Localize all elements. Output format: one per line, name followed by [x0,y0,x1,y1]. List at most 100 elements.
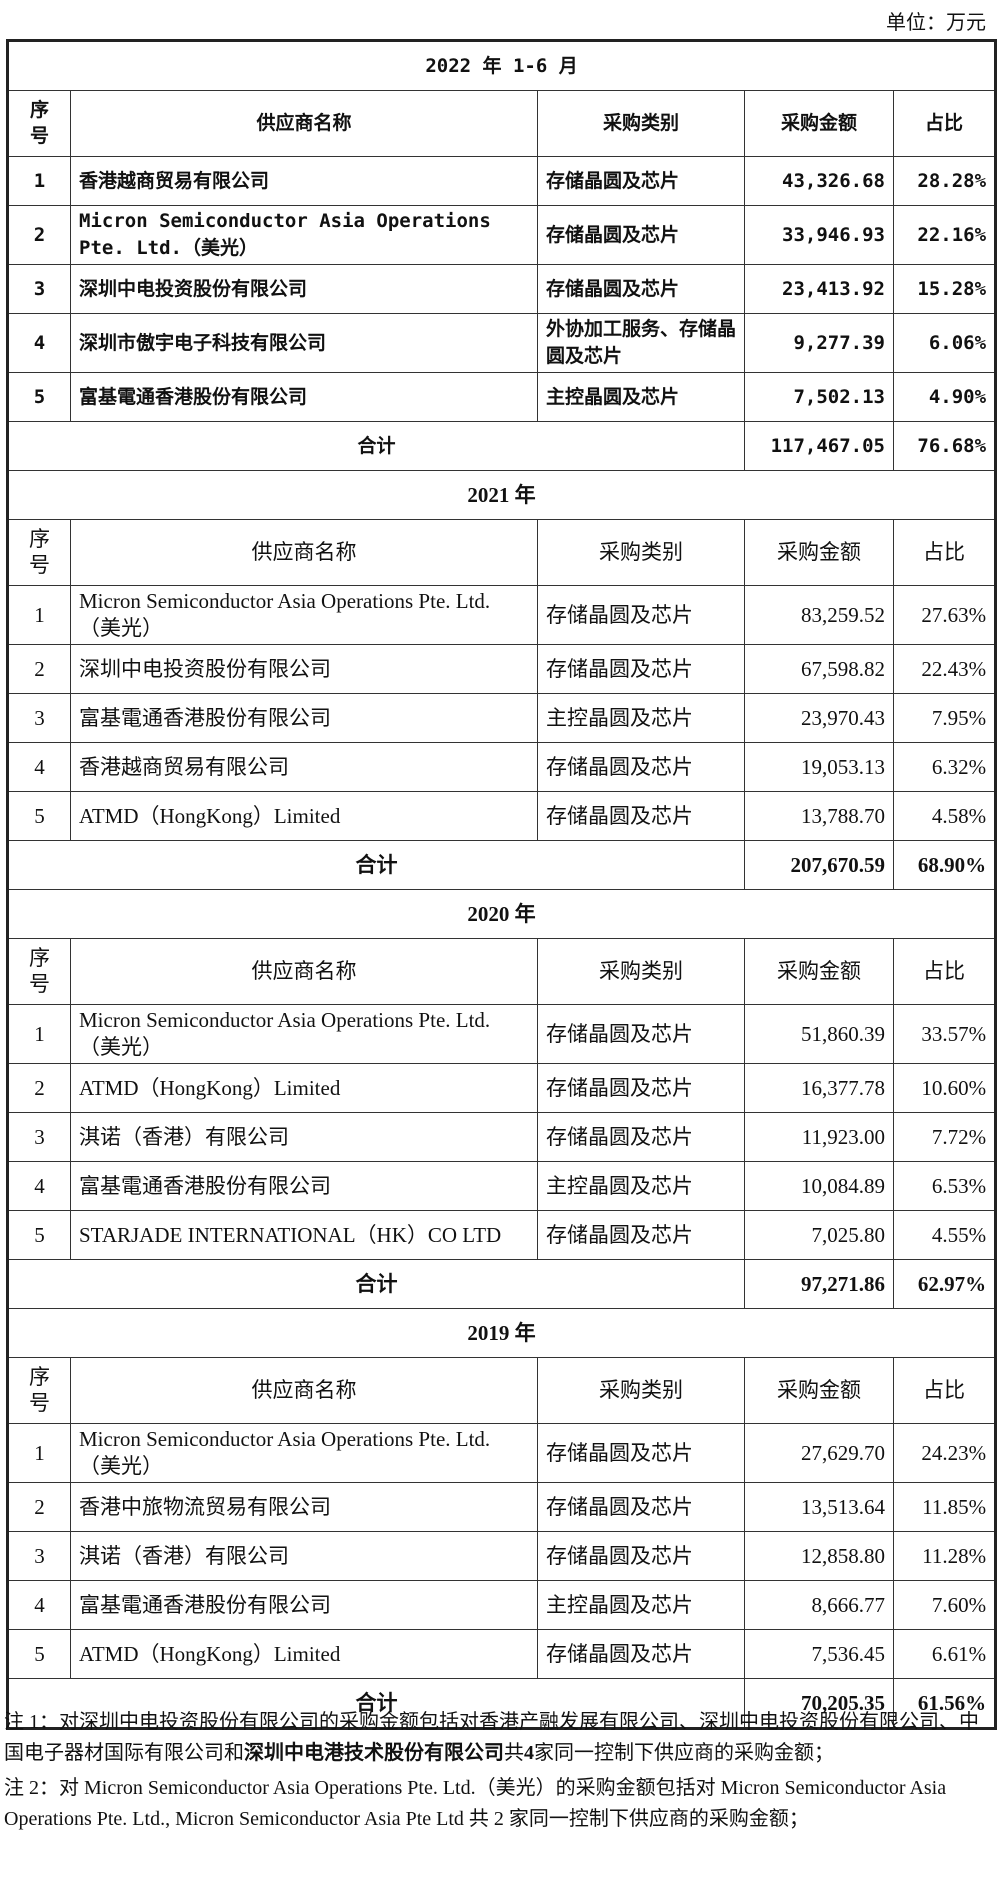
data-row: 5 富基電通香港股份有限公司 主控晶圆及芯片 7,502.13 4.90% [7,372,997,422]
cell: 10.60% [892,1063,997,1113]
data-row: 1 Micron Semiconductor Asia Operations Pt… [7,1423,997,1483]
cell: 2 [7,644,71,694]
cell: 16,377.78 [744,1063,894,1113]
header-cell: 序号 [7,1357,71,1424]
header-row: 序号 供应商名称 采购类别 采购金额 占比 [7,1357,997,1424]
cell: 主控晶圆及芯片 [537,1161,745,1211]
cell: 7,025.80 [744,1210,894,1260]
cell: 23,413.92 [744,264,894,314]
cell: 15.28% [892,264,997,314]
cell: 1 [7,585,71,645]
header-row: 序号 供应商名称 采购类别 采购金额 占比 [7,519,997,586]
data-row: 2 Micron Semiconductor Asia Operations Pt… [7,205,997,265]
header-cell: 采购金额 [744,1357,894,1424]
total-row: 合计 207,670.59 68.90% [7,840,997,890]
note-text: 注 2：对 Micron Semiconductor Asia Operatio… [4,1777,947,1830]
cell: 7.95% [892,693,997,743]
header-cell: 序号 [7,519,71,586]
cell: 22.16% [892,205,997,265]
cell: 存储晶圆及芯片 [537,264,745,314]
cell: Micron Semiconductor Asia Operations Pte… [70,205,538,265]
cell: 1 [7,156,71,206]
cell: 13,513.64 [744,1482,894,1532]
cell: 27,629.70 [744,1423,894,1483]
header-text: 序号 [28,946,50,996]
cell: 富基電通香港股份有限公司 [70,372,538,422]
cell: 4 [7,742,71,792]
cell: 6.53% [892,1161,997,1211]
cell: 存储晶圆及芯片 [537,644,745,694]
cell: 存储晶圆及芯片 [537,1423,745,1483]
section-title: 2021 年 [6,470,997,520]
header-cell: 采购金额 [744,938,894,1005]
cell: 香港越商贸易有限公司 [70,742,538,792]
data-row: 5 STARJADE INTERNATIONAL（HK）CO LTD 存储晶圆及芯片… [7,1210,997,1260]
cell: 5 [7,372,71,422]
cell: 4 [7,1580,71,1630]
header-cell: 采购金额 [744,90,894,157]
note: 注 2：对 Micron Semiconductor Asia Operatio… [4,1773,994,1835]
cell: 12,858.80 [744,1531,894,1581]
total-label: 合计 [7,840,745,890]
cell: 存储晶圆及芯片 [537,205,745,265]
cell: 存储晶圆及芯片 [537,742,745,792]
header-cell: 采购类别 [537,1357,745,1424]
cell: 5 [7,1210,71,1260]
cell: 6.61% [892,1629,997,1679]
cell: 2 [7,1482,71,1532]
cell: 3 [7,693,71,743]
cell: 7,536.45 [744,1629,894,1679]
cell: 11,923.00 [744,1112,894,1162]
cell: 7.60% [892,1580,997,1630]
header-cell: 采购类别 [537,519,745,586]
note: 注 1：对深圳中电投资股份有限公司的采购金额包括对香港产融发展有限公司、深圳中电… [4,1707,994,1769]
cell: 19,053.13 [744,742,894,792]
data-row: 3 深圳中电投资股份有限公司 存储晶圆及芯片 23,413.92 15.28% [7,264,997,314]
total-row: 合计 117,467.05 76.68% [7,421,997,471]
section-title: 2019 年 [6,1308,997,1358]
cell: STARJADE INTERNATIONAL（HK）CO LTD [70,1210,538,1260]
cell: 2 [7,1063,71,1113]
data-row: 1 香港越商贸易有限公司 存储晶圆及芯片 43,326.68 28.28% [7,156,997,206]
total-share: 61.56% [892,1678,997,1729]
cell: 4 [7,1161,71,1211]
cell: 富基電通香港股份有限公司 [70,693,538,743]
cell: 27.63% [892,585,997,645]
cell: 主控晶圆及芯片 [537,372,745,422]
cell: 6.06% [892,313,997,373]
cell: 淇诺（香港）有限公司 [70,1112,538,1162]
cell: Micron Semiconductor Asia Operations Pte… [70,1004,538,1064]
data-row: 2 深圳中电投资股份有限公司 存储晶圆及芯片 67,598.82 22.43% [7,644,997,694]
data-row: 1 Micron Semiconductor Asia Operations Pt… [7,1004,997,1064]
note-text: 深圳中电港技术股份有限公司 [244,1742,504,1764]
cell: 7.72% [892,1112,997,1162]
cell: 5 [7,1629,71,1679]
cell: 存储晶圆及芯片 [537,1482,745,1532]
cell: 主控晶圆及芯片 [537,693,745,743]
header-cell: 采购金额 [744,519,894,586]
section-title-row: 2021 年 [6,470,997,520]
header-cell: 采购类别 [537,938,745,1005]
cell: 存储晶圆及芯片 [537,1063,745,1113]
cell: 淇诺（香港）有限公司 [70,1531,538,1581]
cell: 存储晶圆及芯片 [537,1112,745,1162]
total-label: 合计 [7,421,745,471]
total-amount: 207,670.59 [744,840,894,890]
cell: 深圳中电投资股份有限公司 [70,264,538,314]
notes: 注 1：对深圳中电投资股份有限公司的采购金额包括对香港产融发展有限公司、深圳中电… [4,1707,994,1839]
cell: 1 [7,1423,71,1483]
cell: 4.90% [892,372,997,422]
cell: 存储晶圆及芯片 [537,791,745,841]
cell: 存储晶圆及芯片 [537,156,745,206]
cell: 23,970.43 [744,693,894,743]
data-row: 4 香港越商贸易有限公司 存储晶圆及芯片 19,053.13 6.32% [7,742,997,792]
cell: 存储晶圆及芯片 [537,1210,745,1260]
data-row: 4 富基電通香港股份有限公司 主控晶圆及芯片 8,666.77 7.60% [7,1580,997,1630]
cell: 深圳中电投资股份有限公司 [70,644,538,694]
cell: 3 [7,264,71,314]
cell: Micron Semiconductor Asia Operations Pte… [70,1423,538,1483]
cell: 11.28% [892,1531,997,1581]
header-cell: 供应商名称 [70,519,538,586]
header-cell: 序号 [7,90,71,157]
